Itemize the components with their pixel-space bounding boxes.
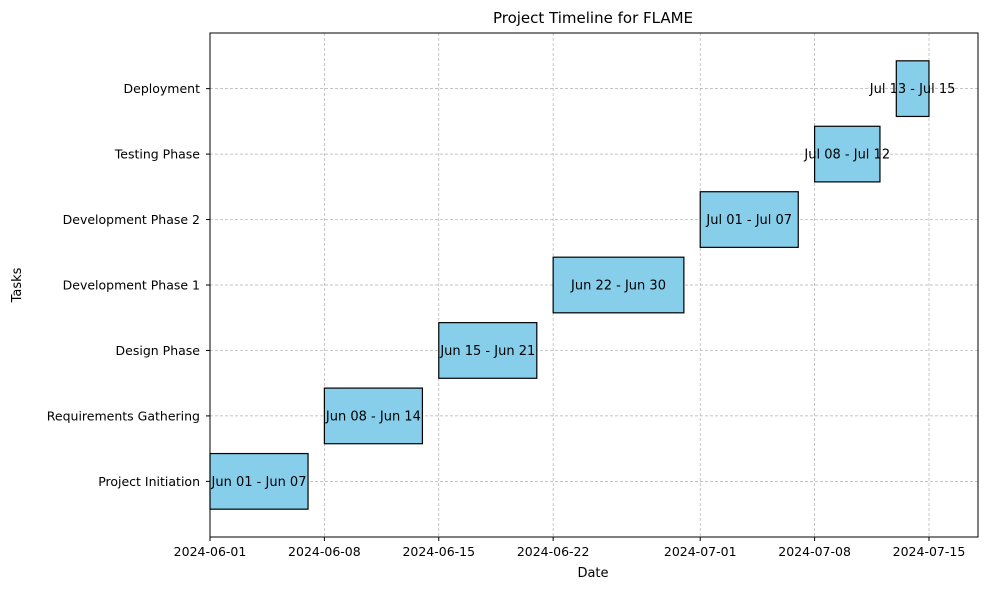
y-tick-label: Development Phase 1 bbox=[63, 278, 200, 293]
y-tick-label: Deployment bbox=[124, 81, 201, 96]
task-bar-label: Jul 08 - Jul 12 bbox=[803, 148, 890, 163]
x-tick-label: 2024-07-15 bbox=[893, 544, 966, 559]
y-axis-ticks: Project Initiation Requirements Gathering… bbox=[47, 81, 210, 489]
task-bar bbox=[895, 60, 930, 118]
task-bar-label: Jul 01 - Jul 07 bbox=[705, 213, 792, 228]
task-bar-label: Jun 15 - Jun 21 bbox=[439, 344, 535, 359]
x-axis-title: Date bbox=[577, 566, 608, 581]
y-tick-label: Design Phase bbox=[116, 343, 201, 358]
task-bar bbox=[438, 322, 538, 379]
x-tick-label: 2024-06-01 bbox=[174, 544, 247, 559]
x-tick-label: 2024-07-01 bbox=[664, 544, 737, 559]
task-bar bbox=[813, 125, 881, 183]
task-bar bbox=[323, 387, 424, 445]
x-tick-label: 2024-06-08 bbox=[288, 544, 361, 559]
task-bar-label: Jun 08 - Jun 14 bbox=[325, 409, 421, 424]
task-bar bbox=[699, 191, 799, 248]
task-bar-label: Jul 13 - Jul 15 bbox=[869, 82, 956, 97]
y-tick-label: Development Phase 2 bbox=[63, 212, 200, 227]
y-axis-title: Tasks bbox=[10, 267, 25, 303]
task-bar-label: Jun 01 - Jun 07 bbox=[211, 475, 307, 490]
bars: Jun 01 - Jun 07 Jun 08 - Jun 14 Jun 15 - J… bbox=[209, 60, 956, 510]
y-tick-label: Requirements Gathering bbox=[47, 408, 200, 423]
y-tick-label: Project Initiation bbox=[98, 474, 200, 489]
x-tick-label: 2024-06-15 bbox=[402, 544, 475, 559]
task-bar-label: Jun 22 - Jun 30 bbox=[570, 279, 666, 294]
x-tick-label: 2024-06-22 bbox=[517, 544, 590, 559]
x-axis-ticks: 2024-06-01 2024-06-08 2024-06-15 2024-06-22… bbox=[174, 537, 966, 559]
y-tick-label: Testing Phase bbox=[114, 147, 201, 162]
task-bar bbox=[552, 256, 685, 314]
chart-title: Project Timeline for FLAME bbox=[493, 9, 693, 27]
x-tick-label: 2024-07-08 bbox=[778, 544, 851, 559]
